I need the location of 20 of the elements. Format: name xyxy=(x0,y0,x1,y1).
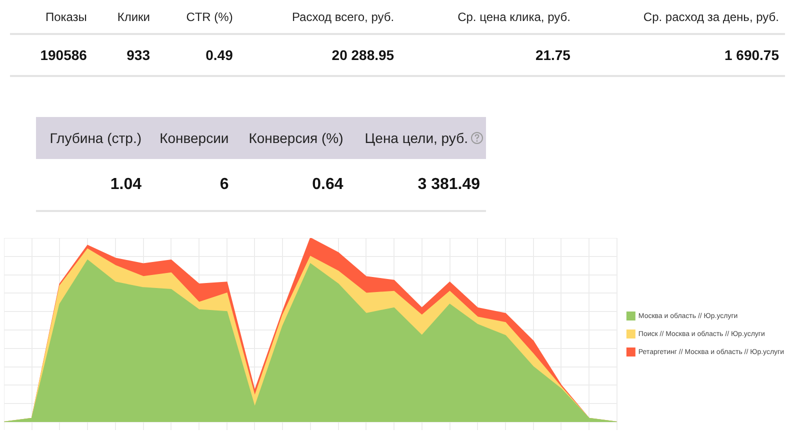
text: 20 288.95 xyxy=(332,47,394,63)
category-label: Ср. цена клика, руб. xyxy=(458,10,570,24)
text: 933 xyxy=(126,47,150,63)
text: 21.75 xyxy=(535,47,570,63)
text: 6 xyxy=(220,176,229,192)
text: 1 690.75 xyxy=(724,47,779,63)
category-label: Показы xyxy=(45,10,87,24)
category-label: CTR (%) xyxy=(186,10,233,24)
category-label: Расход всего, руб. xyxy=(292,10,394,24)
text: 0.64 xyxy=(312,176,344,192)
text: 0.49 xyxy=(206,47,233,63)
category-label: Конверсии xyxy=(160,130,229,146)
text: 1.04 xyxy=(110,176,142,192)
category-label: Клики xyxy=(117,10,150,24)
text: 3 381.49 xyxy=(418,176,480,192)
category-label: Глубина (стр.) xyxy=(50,130,142,146)
category-label: Цена цели, руб. xyxy=(364,130,468,146)
category-label: Ср. расход за день, руб. xyxy=(643,10,779,24)
text: 190586 xyxy=(40,47,87,63)
category-label: Конверсия (%) xyxy=(248,130,344,146)
